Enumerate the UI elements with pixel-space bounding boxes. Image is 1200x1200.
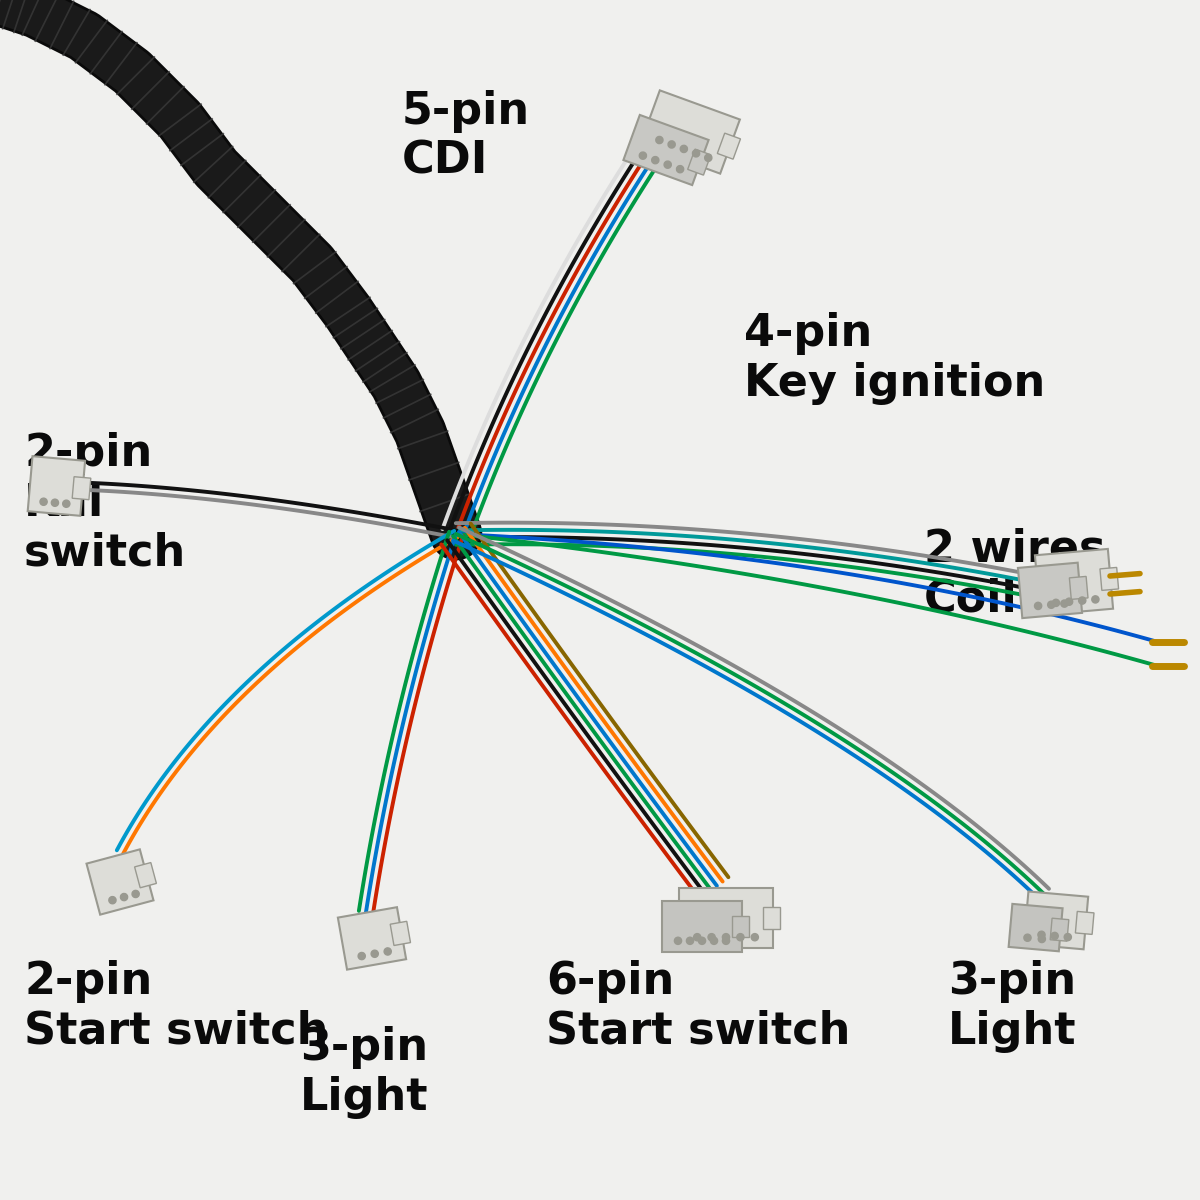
Circle shape (40, 498, 47, 505)
Circle shape (1038, 931, 1045, 938)
Circle shape (384, 948, 391, 955)
Circle shape (694, 934, 701, 941)
FancyBboxPatch shape (1009, 904, 1062, 952)
FancyBboxPatch shape (1069, 576, 1088, 599)
Circle shape (132, 890, 139, 898)
Circle shape (640, 152, 647, 160)
FancyBboxPatch shape (1050, 918, 1069, 941)
Circle shape (710, 937, 718, 944)
Text: 2-pin
Start switch: 2-pin Start switch (24, 960, 329, 1052)
Text: 4-pin
Key ignition: 4-pin Key ignition (744, 312, 1045, 404)
FancyBboxPatch shape (1018, 563, 1082, 618)
Text: 5-pin
CDI: 5-pin CDI (402, 90, 530, 182)
Circle shape (751, 934, 758, 941)
Text: 2 wires
Coil: 2 wires Coil (924, 528, 1105, 620)
FancyBboxPatch shape (134, 863, 156, 888)
Circle shape (62, 500, 70, 508)
Circle shape (120, 894, 127, 901)
Circle shape (664, 161, 671, 168)
Text: 2-pin
Kill
switch: 2-pin Kill switch (24, 432, 186, 575)
FancyBboxPatch shape (1034, 548, 1114, 616)
FancyBboxPatch shape (72, 476, 91, 499)
FancyBboxPatch shape (338, 907, 406, 970)
Circle shape (722, 937, 730, 944)
FancyBboxPatch shape (679, 888, 773, 948)
FancyBboxPatch shape (763, 907, 780, 929)
FancyBboxPatch shape (688, 149, 710, 175)
Circle shape (652, 156, 659, 163)
Circle shape (1092, 596, 1099, 604)
Circle shape (722, 934, 730, 941)
Circle shape (656, 137, 664, 144)
FancyBboxPatch shape (390, 922, 410, 946)
FancyBboxPatch shape (86, 850, 154, 914)
Text: 3-pin
Light: 3-pin Light (948, 960, 1076, 1052)
Circle shape (1024, 934, 1031, 941)
FancyBboxPatch shape (1024, 892, 1088, 949)
Circle shape (692, 150, 700, 157)
Circle shape (1038, 935, 1045, 942)
FancyBboxPatch shape (1100, 568, 1118, 590)
Circle shape (1079, 596, 1086, 604)
FancyBboxPatch shape (640, 90, 740, 174)
Circle shape (677, 166, 684, 173)
Circle shape (1051, 932, 1058, 940)
Circle shape (1048, 601, 1055, 608)
Circle shape (109, 896, 116, 904)
Circle shape (698, 937, 706, 944)
Circle shape (674, 937, 682, 944)
Circle shape (371, 950, 378, 958)
Circle shape (704, 155, 712, 162)
Circle shape (1066, 598, 1073, 605)
FancyBboxPatch shape (623, 115, 709, 185)
Circle shape (680, 145, 688, 152)
FancyBboxPatch shape (1075, 912, 1094, 935)
FancyBboxPatch shape (662, 901, 742, 952)
Circle shape (686, 937, 694, 944)
Text: 3-pin
Light: 3-pin Light (300, 1026, 428, 1118)
Circle shape (1034, 602, 1042, 610)
Circle shape (1064, 934, 1072, 941)
Circle shape (668, 140, 676, 148)
Circle shape (708, 934, 715, 941)
Circle shape (52, 499, 59, 506)
FancyBboxPatch shape (732, 916, 749, 937)
Text: 6-pin
Start switch: 6-pin Start switch (546, 960, 851, 1052)
Circle shape (1061, 600, 1068, 607)
Circle shape (1052, 599, 1060, 606)
FancyBboxPatch shape (718, 133, 740, 160)
Circle shape (358, 953, 365, 960)
Circle shape (737, 934, 744, 941)
FancyBboxPatch shape (28, 456, 85, 516)
